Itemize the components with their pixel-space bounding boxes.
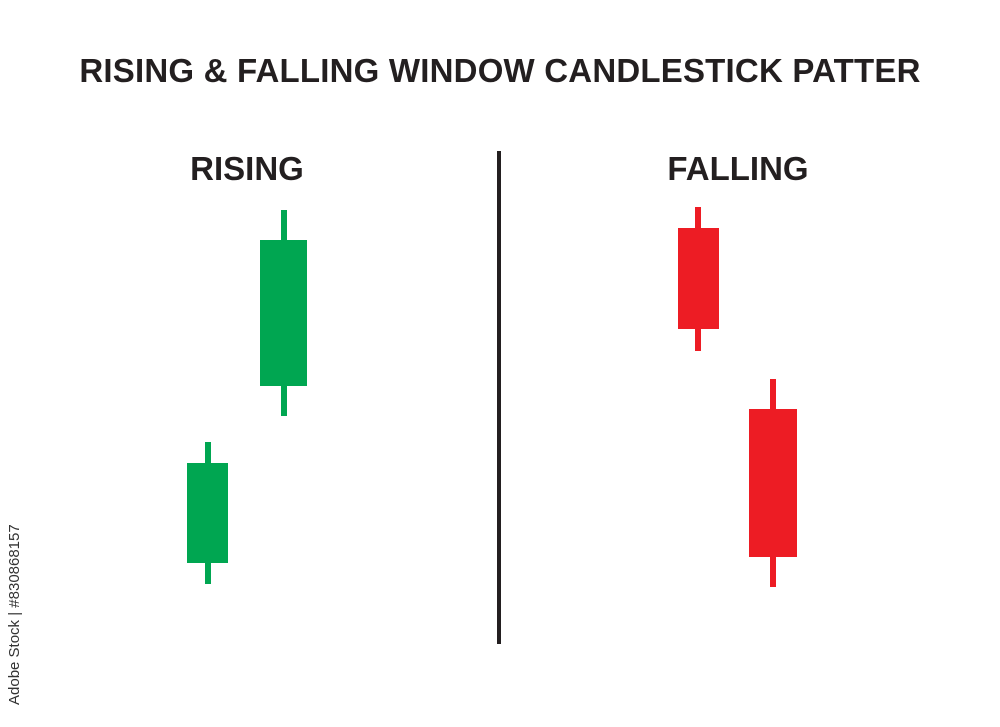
falling-candle-2 xyxy=(749,379,797,587)
page-title: RISING & FALLING WINDOW CANDLESTICK PATT… xyxy=(79,52,921,89)
falling-candle-1 xyxy=(678,207,719,351)
rising-candle-2 xyxy=(260,210,307,416)
body xyxy=(678,228,719,329)
body xyxy=(749,409,797,557)
watermark-text: Adobe Stock | #830868157 xyxy=(6,524,23,705)
rising-candle-1 xyxy=(187,442,228,584)
falling-label: FALLING xyxy=(667,150,809,187)
rising-label: RISING xyxy=(190,150,304,187)
body xyxy=(260,240,307,386)
body xyxy=(187,463,228,563)
divider xyxy=(497,151,501,644)
